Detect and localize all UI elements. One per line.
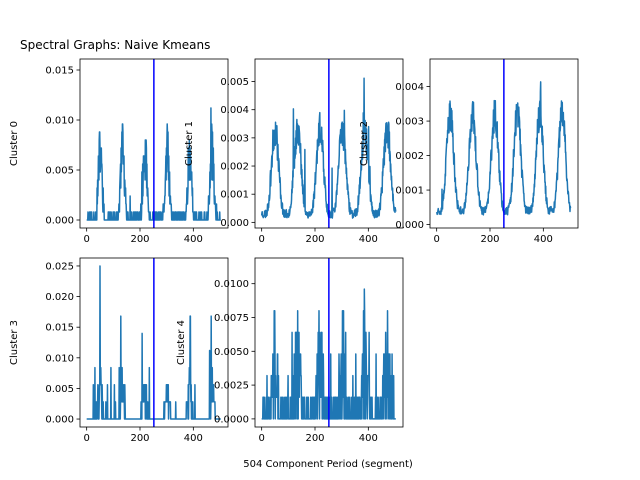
cluster-0-x-tick-label: 400 xyxy=(184,234,203,245)
cluster-2-x-tick-label: 400 xyxy=(534,234,553,245)
cluster-1-y-tick-label: 0.000 xyxy=(220,218,249,229)
cluster-3-y-tick-label: 0.005 xyxy=(45,384,74,395)
cluster-1-panel: 0 200 400 0.000 0.001 0.002 0.003 0.004 0.005 Clu… xyxy=(184,58,404,245)
cluster-1-y-tick-label: 0.004 xyxy=(220,105,249,116)
cluster-2-y-tick-label: 0.000 xyxy=(395,220,424,231)
cluster-0-panel: 0 200 400 0.000 0.005 0.010 0.015 Cluster 0 xyxy=(9,58,229,245)
cluster-2-y-axis-label: Cluster 2 xyxy=(359,121,370,166)
cluster-0-x-tick-label: 200 xyxy=(130,234,149,245)
cluster-3-x-tick-label: 200 xyxy=(130,433,149,444)
cluster-4-y-tick-label: 0.0050 xyxy=(214,347,249,358)
cluster-2-y-tick-label: 0.003 xyxy=(395,117,424,128)
cluster-1-x-tick-label: 200 xyxy=(305,234,324,245)
cluster-2-y-tick-label: 0.001 xyxy=(395,186,424,197)
cluster-1-y-tick-label: 0.003 xyxy=(220,133,249,144)
cluster-4-y-tick-label: 0.0100 xyxy=(214,279,249,290)
cluster-3-y-tick-label: 0.020 xyxy=(45,292,74,303)
cluster-2-y-tick-label: 0.002 xyxy=(395,151,424,162)
cluster-3-panel: 0 200 400 0.000 0.005 0.010 0.015 0.020 0.025 Clu… xyxy=(9,257,229,444)
cluster-3-x-tick-label: 0 xyxy=(83,433,89,444)
cluster-3-x-tick-label: 400 xyxy=(184,433,203,444)
cluster-4-y-tick-label: 0.0075 xyxy=(214,313,249,324)
cluster-1-y-tick-label: 0.001 xyxy=(220,190,249,201)
cluster-4-panel: 0 200 400 0.0000 0.0025 0.0050 0.0075 0.0100 Clu… xyxy=(176,257,404,444)
cluster-2-axes-frame xyxy=(429,58,579,229)
cluster-3-y-tick-label: 0.010 xyxy=(45,353,74,364)
cluster-2-x-tick-label: 200 xyxy=(480,234,499,245)
cluster-0-y-tick-label: 0.015 xyxy=(45,66,74,77)
cluster-4-y-tick-label: 0.0000 xyxy=(214,414,249,425)
cluster-4-axes-frame xyxy=(254,257,404,428)
cluster-4-x-tick-label: 0 xyxy=(258,433,264,444)
cluster-4-y-axis-label: Cluster 4 xyxy=(176,320,187,365)
cluster-4-x-tick-label: 400 xyxy=(359,433,378,444)
cluster-0-y-tick-label: 0.005 xyxy=(45,166,74,177)
cluster-1-y-tick-label: 0.002 xyxy=(220,162,249,173)
cluster-1-x-tick-label: 0 xyxy=(258,234,264,245)
cluster-3-y-tick-label: 0.015 xyxy=(45,323,74,334)
cluster-1-axes-frame xyxy=(254,58,404,229)
cluster-0-y-axis-label: Cluster 0 xyxy=(9,121,20,166)
figure-title: Spectral Graphs: Naive Kmeans xyxy=(20,38,210,52)
cluster-4-y-tick-label: 0.0025 xyxy=(214,381,249,392)
cluster-3-y-tick-label: 0.025 xyxy=(45,261,74,272)
cluster-0-x-tick-label: 0 xyxy=(83,234,89,245)
cluster-1-y-tick-label: 0.005 xyxy=(220,77,249,88)
cluster-3-y-tick-label: 0.000 xyxy=(45,415,74,426)
cluster-4-x-tick-label: 200 xyxy=(305,433,324,444)
cluster-1-y-axis-label: Cluster 1 xyxy=(184,121,195,166)
cluster-2-y-tick-label: 0.004 xyxy=(395,82,424,93)
cluster-3-y-axis-label: Cluster 3 xyxy=(9,320,20,365)
cluster-1-x-tick-label: 400 xyxy=(359,234,378,245)
cluster-0-y-tick-label: 0.010 xyxy=(45,116,74,127)
shared-x-axis-label: 504 Component Period (segment) xyxy=(243,459,413,470)
cluster-2-panel: 0 200 400 0.000 0.001 0.002 0.003 0.004 Cluster … xyxy=(359,58,579,245)
cluster-3-axes-frame xyxy=(79,257,229,428)
cluster-0-axes-frame xyxy=(79,58,229,229)
cluster-2-x-tick-label: 0 xyxy=(433,234,439,245)
cluster-0-y-tick-label: 0.000 xyxy=(45,216,74,227)
